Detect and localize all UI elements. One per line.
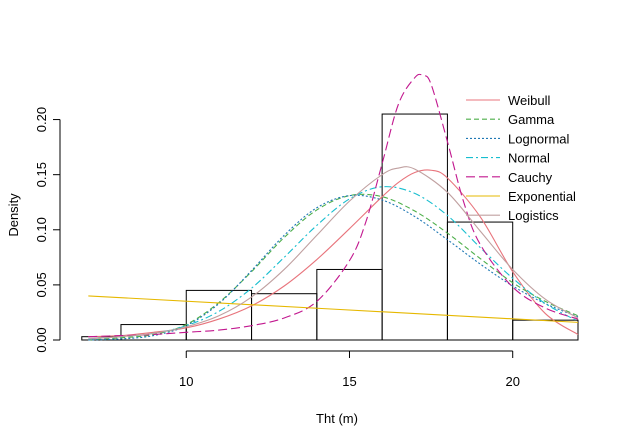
x-axis-title: Tht (m) bbox=[316, 411, 358, 426]
y-tick-label-1: 0.05 bbox=[34, 272, 49, 297]
curve-logistics bbox=[88, 166, 579, 340]
legend-label-logistics: Logistics bbox=[508, 208, 559, 223]
legend-label-weibull: Weibull bbox=[508, 93, 551, 108]
legend: Weibull Gamma Lognormal Normal Cauchy Exponen… bbox=[466, 93, 576, 223]
histogram-bar-6 bbox=[446, 221, 514, 341]
legend-label-lognormal: Lognormal bbox=[508, 131, 570, 146]
y-tick-label-2: 0.10 bbox=[34, 217, 49, 242]
curve-normal bbox=[88, 186, 579, 340]
histogram-bars bbox=[81, 113, 579, 341]
y-axis-title: Density bbox=[6, 193, 21, 237]
y-tick-label-0: 0.00 bbox=[34, 327, 49, 352]
y-tick-label-3: 0.15 bbox=[34, 162, 49, 187]
curve-exponential bbox=[88, 295, 579, 323]
curve-cauchy bbox=[88, 73, 579, 338]
x-tick-label-15: 15 bbox=[342, 374, 356, 389]
legend-label-cauchy: Cauchy bbox=[508, 170, 553, 185]
x-tick-label-20: 20 bbox=[505, 374, 519, 389]
histogram-bar-4 bbox=[316, 268, 383, 341]
y-tick-label-4: 0.20 bbox=[34, 107, 49, 132]
histogram-bar-7 bbox=[512, 319, 579, 341]
histogram-bar-5 bbox=[381, 113, 448, 341]
y-axis: 0.00 0.05 0.10 0.15 0.20 bbox=[34, 107, 61, 353]
x-tick-label-10: 10 bbox=[179, 374, 193, 389]
legend-label-gamma: Gamma bbox=[508, 112, 555, 127]
legend-label-normal: Normal bbox=[508, 151, 550, 166]
density-curves bbox=[88, 73, 579, 341]
x-axis: 10 15 20 bbox=[179, 350, 520, 389]
curve-weibull bbox=[88, 169, 579, 338]
legend-label-exponential: Exponential bbox=[508, 189, 576, 204]
